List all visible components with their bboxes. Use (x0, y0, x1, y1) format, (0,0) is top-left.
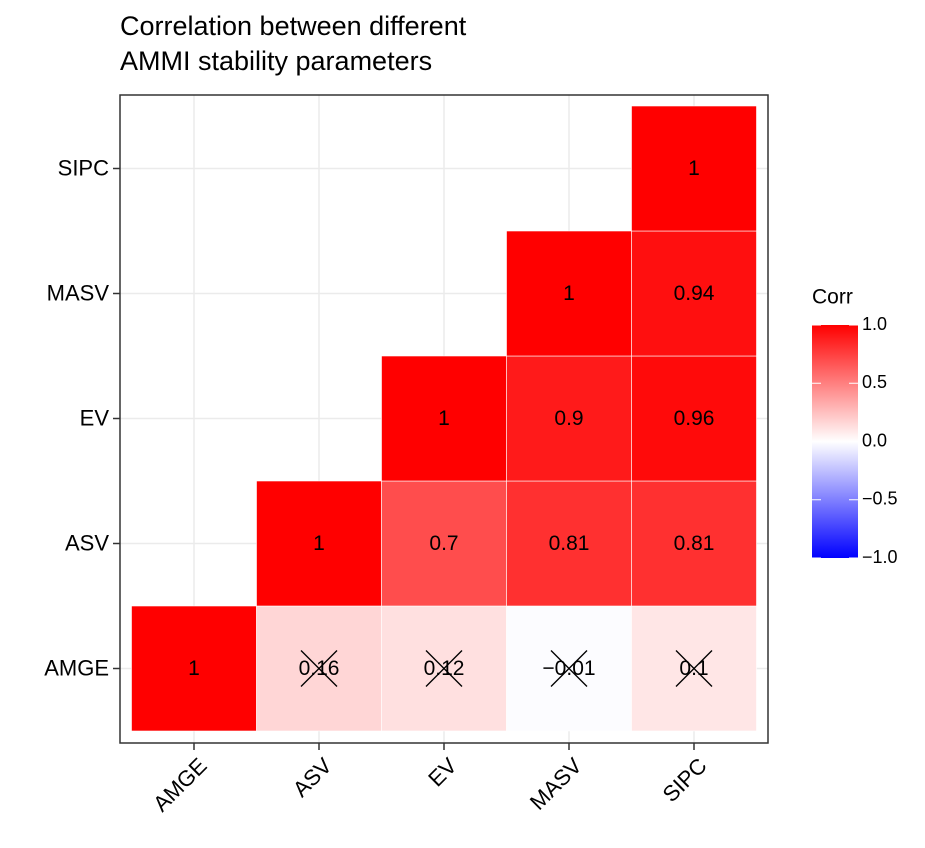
heatmap-cell (381, 480, 507, 607)
heatmap-cell (631, 230, 757, 357)
insignificant-cross (300, 650, 338, 687)
cell-label: 0.94 (674, 282, 715, 305)
cell-label: 0.81 (549, 532, 590, 555)
cell-label: 1 (313, 532, 325, 555)
x-tick-label: EV (423, 753, 462, 792)
x-tick-label: SIPC (658, 753, 712, 807)
colorbar-tick-label: 0.5 (862, 372, 887, 392)
colorbar-tick-label: 1.0 (862, 314, 887, 334)
colorbar-tick-label: −1.0 (862, 547, 898, 567)
cell-label: 1 (563, 282, 575, 305)
cell-label: 1 (688, 157, 700, 180)
insignificant-cross (425, 650, 463, 687)
heatmap-cell (256, 480, 382, 607)
cell-label: 0.9 (554, 407, 583, 430)
heatmap-cell (506, 480, 632, 607)
y-tick-label: EV (80, 405, 110, 430)
cell-label: 1 (188, 657, 200, 680)
insignificant-cross (675, 650, 713, 687)
chart-title: Correlation between different (120, 11, 467, 41)
cell-label: 0.96 (674, 407, 715, 430)
cell-label: 0.81 (674, 532, 715, 555)
insignificant-cross (550, 650, 588, 687)
x-tick-label: AMGE (148, 753, 211, 816)
colorbar-tick-label: −0.5 (862, 489, 898, 509)
x-tick-label: MASV (525, 753, 587, 815)
y-tick-label: SIPC (58, 155, 109, 180)
colorbar-tick-label: 0.0 (862, 430, 887, 450)
x-tick-label: ASV (288, 753, 337, 802)
heatmap-cell (506, 230, 632, 357)
heatmap-cell (631, 105, 757, 232)
cell-label: 1 (438, 407, 450, 430)
y-tick-label: ASV (65, 530, 109, 555)
y-tick-label: MASV (47, 280, 110, 305)
cell-label: 0.7 (429, 532, 458, 555)
heatmap-cell (631, 480, 757, 607)
chart-title: AMMI stability parameters (120, 46, 432, 76)
legend-title: Corr (812, 286, 853, 309)
heatmap-cell (131, 605, 257, 732)
y-tick-label: AMGE (44, 655, 109, 680)
heatmap-cell (631, 355, 757, 482)
